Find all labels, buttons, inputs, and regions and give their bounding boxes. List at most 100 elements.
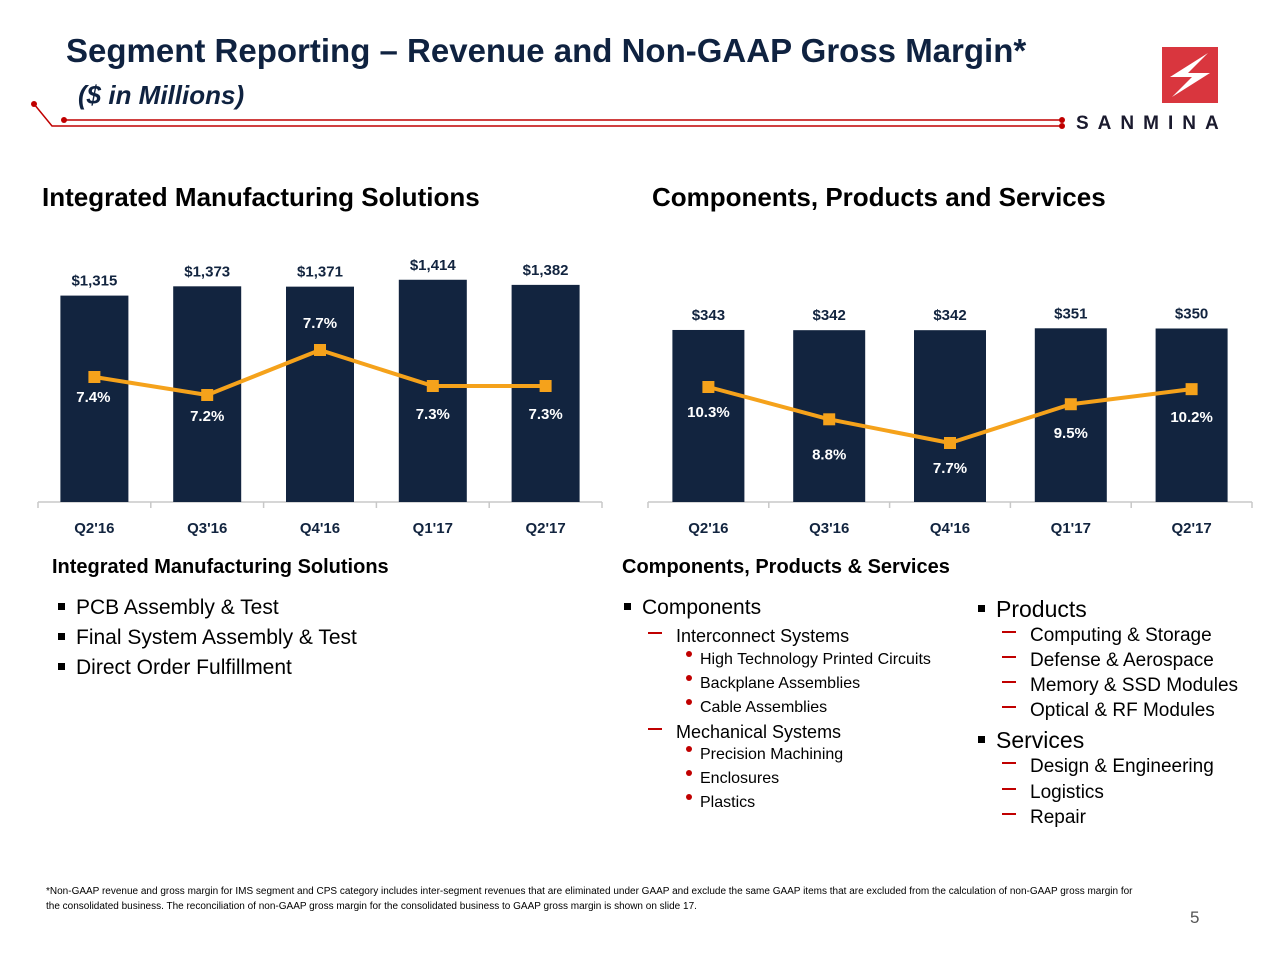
page-title: Segment Reporting – Revenue and Non-GAAP… [66,32,1027,69]
list-item: Cable Assemblies [686,698,827,717]
revenue-data-label: $1,373 [184,263,230,280]
revenue-data-label: $351 [1054,305,1087,322]
revenue-bar [511,284,580,502]
margin-marker [1064,398,1077,411]
margin-data-label: 9.5% [1054,425,1088,442]
products-heading: Products [978,596,1087,623]
list-item: Defense & Aerospace [1002,650,1214,672]
dash-bullet-icon [1002,630,1016,633]
revenue-bar [286,286,354,502]
page-subtitle: ($ in Millions) [78,80,245,110]
square-bullet-icon [58,662,65,670]
interconnect-systems-heading: Interconnect Systems [648,626,849,647]
margin-data-label: 7.7% [303,315,337,332]
list-item: Repair [1002,807,1086,829]
margin-data-label: 7.4% [76,389,110,406]
list-item: Computing & Storage [1002,625,1212,647]
x-tick-label: Q1'17 [1051,520,1091,537]
revenue-bar [60,295,129,502]
margin-marker [314,344,326,356]
dash-bullet-icon [1002,655,1016,658]
dot-bullet-icon [686,698,692,705]
x-tick-label: Q4'16 [930,520,970,537]
list-item: Precision Machining [686,745,843,764]
dot-bullet-icon [686,769,692,776]
square-bullet-icon [58,602,65,610]
dash-bullet-icon [648,632,662,635]
margin-data-label: 7.7% [933,460,967,477]
list-item: Logistics [1002,782,1104,804]
margin-data-label: 7.3% [528,406,562,423]
margin-marker [823,413,836,426]
revenue-bar [1034,328,1107,502]
revenue-data-label: $350 [1175,306,1208,323]
square-bullet-icon [978,736,985,744]
x-tick-label: Q2'17 [525,520,565,537]
margin-data-label: 10.2% [1170,409,1213,426]
margin-marker [201,389,214,401]
ims-chart-title: Integrated Manufacturing Solutions [42,182,480,212]
x-tick-label: Q2'16 [74,520,114,537]
list-item: Optical & RF Modules [1002,700,1215,722]
sanmina-s-logo-icon [1162,47,1218,103]
revenue-data-label: $1,414 [410,257,457,274]
dash-bullet-icon [1002,705,1016,708]
ims-list-item: PCB Assembly & Test [58,596,279,620]
margin-data-label: 10.3% [687,404,730,421]
x-tick-label: Q3'16 [809,520,849,537]
revenue-data-label: $343 [692,307,725,324]
revenue-data-label: $342 [813,307,846,324]
margin-marker [944,437,956,449]
x-tick-label: Q1'17 [413,520,453,537]
revenue-data-label: $1,382 [523,262,569,279]
cps-chart-title: Components, Products and Services [652,182,1106,212]
x-tick-label: Q4'16 [300,520,340,537]
dot-bullet-icon [686,674,692,681]
dot-bullet-icon [686,793,692,800]
square-bullet-icon [624,602,631,610]
dash-bullet-icon [1002,680,1016,683]
list-item: Memory & SSD Modules [1002,675,1238,697]
revenue-bar [672,329,745,502]
ims-section-title: Integrated Manufacturing Solutions [52,556,389,578]
square-bullet-icon [58,632,65,640]
margin-data-label: 7.2% [190,408,224,425]
ims-list-item: Direct Order Fulfillment [58,656,292,680]
list-item: Plastics [686,793,755,812]
dash-bullet-icon [1002,787,1016,790]
components-heading: Components [624,596,761,620]
revenue-data-label: $1,315 [71,273,117,290]
margin-marker [702,381,715,393]
x-tick-label: Q2'16 [688,520,728,537]
margin-marker [539,380,552,392]
segment-charts: $1,315 Q2'16 $1,373 Q3'16 $1,371 Q4'16 $1,414 Q… [37,257,1253,537]
margin-marker [1185,383,1198,396]
margin-marker [426,380,439,392]
margin-marker [88,371,101,383]
dot-bullet-icon [686,650,692,657]
list-item: Backplane Assemblies [686,674,860,693]
margin-data-label: 8.8% [812,446,846,463]
dash-bullet-icon [648,728,662,731]
services-heading: Services [978,727,1084,754]
ims-list-item: Final System Assembly & Test [58,626,357,650]
x-tick-label: Q2'17 [1171,520,1211,537]
page-number: 5 [1190,908,1200,927]
company-logo-text: SANMINA [1076,113,1228,134]
mechanical-systems-heading: Mechanical Systems [648,722,841,743]
revenue-data-label: $1,371 [297,264,343,281]
list-item: Enclosures [686,769,779,788]
dot-bullet-icon [686,745,692,752]
dash-bullet-icon [1002,761,1016,764]
list-item: Design & Engineering [1002,756,1214,778]
margin-data-label: 7.3% [416,406,450,423]
revenue-data-label: $342 [933,307,966,324]
header-rule-decoration [31,101,1065,129]
x-tick-label: Q3'16 [187,520,227,537]
square-bullet-icon [978,605,985,613]
revenue-bar [1155,328,1228,502]
revenue-bar [914,330,986,502]
footnote: *Non-GAAP revenue and gross margin for I… [46,886,1133,912]
list-item: High Technology Printed Circuits [686,650,931,669]
dash-bullet-icon [1002,812,1016,815]
